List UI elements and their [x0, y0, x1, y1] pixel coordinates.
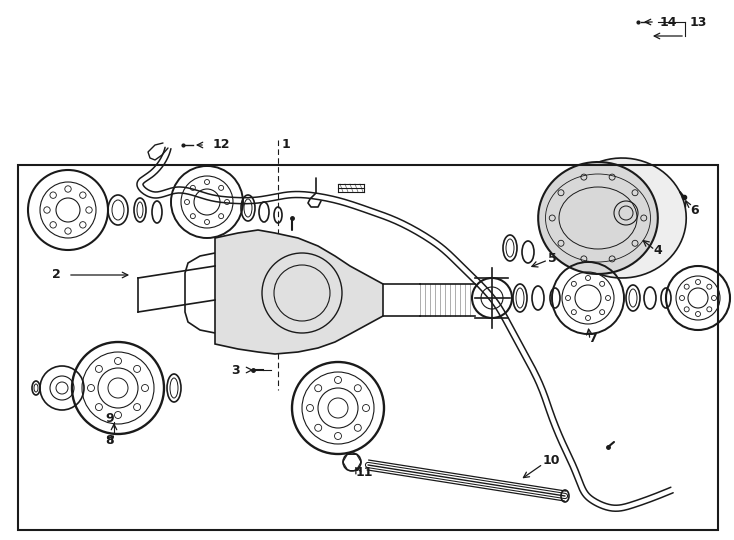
Polygon shape — [538, 162, 658, 274]
Text: 13: 13 — [690, 16, 708, 29]
Polygon shape — [558, 158, 686, 278]
Text: 8: 8 — [105, 434, 114, 447]
Polygon shape — [215, 230, 383, 354]
Text: 3: 3 — [231, 363, 240, 376]
Text: 6: 6 — [690, 204, 699, 217]
Text: 14: 14 — [660, 16, 677, 29]
Text: 11: 11 — [356, 465, 374, 478]
Text: 7: 7 — [588, 332, 597, 345]
Text: 4: 4 — [653, 244, 662, 256]
Text: 2: 2 — [52, 268, 61, 281]
Bar — [18, 165, 718, 530]
Text: 10: 10 — [543, 454, 561, 467]
Text: 5: 5 — [548, 252, 557, 265]
Text: 9: 9 — [105, 411, 114, 424]
Text: 12: 12 — [213, 138, 230, 152]
Text: 1: 1 — [282, 138, 291, 152]
